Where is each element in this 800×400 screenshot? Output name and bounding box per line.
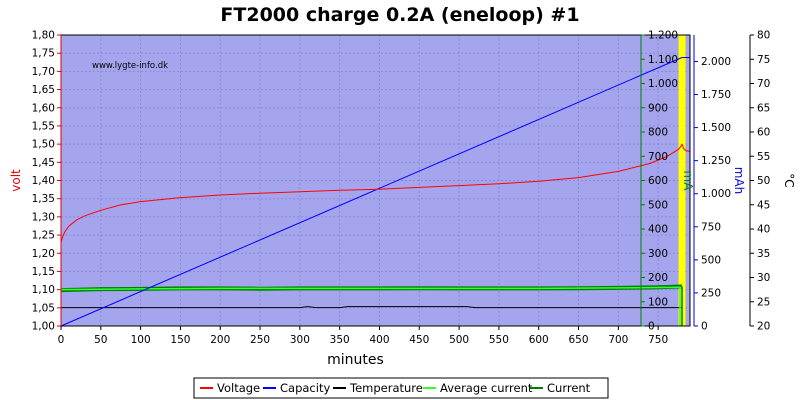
x-tick-label: 700: [608, 334, 628, 346]
x-axis-label: minutes: [327, 352, 384, 368]
x-tick-label: 450: [409, 334, 429, 346]
capacity-tick-label: 250: [701, 287, 721, 299]
x-tick-label: 550: [489, 334, 509, 346]
volt-tick-label: 1,45: [32, 157, 55, 169]
volt-tick-label: 1,00: [32, 321, 55, 333]
capacity-tick-label: 1.000: [701, 188, 731, 200]
capacity-tick-label: 0: [701, 321, 708, 333]
volt-axis-label: volt: [9, 169, 23, 192]
legend-label-capacity: Capacity: [280, 381, 330, 395]
current-tick-label: 1.100: [648, 54, 678, 66]
current-tick-label: 900: [648, 102, 668, 114]
legend-label-temperature: Temperature: [349, 381, 423, 395]
current-axis-label: mA: [681, 171, 695, 192]
legend-label-average-current: Average current: [440, 381, 533, 395]
legend-box: [193, 377, 609, 399]
x-tick-label: 600: [529, 334, 549, 346]
volt-tick-label: 1,55: [32, 120, 55, 132]
capacity-tick-label: 500: [701, 254, 721, 266]
volt-tick-label: 1,70: [32, 66, 55, 78]
current-tick-label: 800: [648, 127, 668, 139]
temperature-tick-label: 80: [757, 30, 770, 42]
temperature-tick-label: 40: [757, 224, 770, 236]
capacity-tick-label: 2.000: [701, 56, 731, 68]
temperature-axis-label: °C: [782, 173, 796, 187]
series-layer: [60, 35, 691, 327]
temperature-tick-label: 45: [757, 199, 770, 211]
x-tick-label: 200: [210, 334, 230, 346]
series-average-current: [60, 286, 683, 291]
x-tick-label: 150: [170, 334, 190, 346]
volt-tick-label: 1,40: [32, 175, 55, 187]
volt-tick-label: 1,15: [32, 266, 55, 278]
current-tick-label: 500: [648, 199, 668, 211]
temperature-tick-label: 50: [757, 175, 770, 187]
volt-tick-label: 1,30: [32, 211, 55, 223]
current-tick-label: 200: [648, 272, 668, 284]
plot-area: [61, 35, 690, 326]
volt-tick-label: 1,05: [32, 302, 55, 314]
volt-tick-label: 1,60: [32, 102, 55, 114]
temperature-tick-label: 20: [757, 321, 770, 333]
end-marker: [678, 35, 686, 326]
current-tick-label: 100: [648, 296, 668, 308]
x-tick-label: 500: [449, 334, 469, 346]
x-tick-label: 300: [290, 334, 310, 346]
capacity-tick-label: 1.750: [701, 89, 731, 101]
x-tick-label: 650: [569, 334, 589, 346]
gridlines: [61, 35, 690, 326]
temperature-tick-label: 70: [757, 78, 770, 90]
legend: Voltage Capacity Temperature Average curren…: [193, 377, 609, 399]
series-capacity: [60, 57, 690, 327]
volt-tick-label: 1,65: [32, 84, 55, 96]
current-tick-label: 1.200: [648, 30, 678, 42]
x-tick-label: 400: [369, 334, 389, 346]
series-temperature: [61, 306, 682, 309]
volt-tick-label: 1,50: [32, 139, 55, 151]
capacity-tick-label: 1.500: [701, 122, 731, 134]
x-tick-label: 50: [94, 334, 107, 346]
temperature-tick-label: 65: [757, 102, 770, 114]
temperature-tick-label: 75: [757, 54, 770, 66]
temperature-tick-label: 35: [757, 248, 770, 260]
current-tick-label: 700: [648, 151, 668, 163]
volt-tick-label: 1,25: [32, 230, 55, 242]
current-tick-label: 300: [648, 248, 668, 260]
temperature-tick-label: 25: [757, 296, 770, 308]
volt-tick-label: 1,75: [32, 48, 55, 60]
x-tick-label: 0: [58, 334, 65, 346]
capacity-tick-label: 1.250: [701, 155, 731, 167]
capacity-tick-label: 750: [701, 221, 721, 233]
legend-label-voltage: Voltage: [217, 381, 260, 395]
current-tick-label: 1.000: [648, 78, 678, 90]
volt-tick-label: 1,10: [32, 284, 55, 296]
temperature-tick-label: 30: [757, 272, 770, 284]
volt-tick-label: 1,80: [32, 30, 55, 42]
current-tick-label: 400: [648, 224, 668, 236]
x-tick-label: 750: [648, 334, 668, 346]
axes-layer: 1,00 1,05 1,10 1,15 1,20 1,25 1,30 1,35 1,40 1,45…: [9, 30, 796, 369]
current-tick-label: 0: [648, 321, 655, 333]
watermark: www.lygte-info.dk: [92, 61, 168, 71]
legend-label-current: Current: [547, 381, 591, 395]
current-tick-label: 600: [648, 175, 668, 187]
chart-title: FT2000 charge 0.2A (eneloop) #1: [220, 4, 579, 26]
x-tick-label: 100: [131, 334, 151, 346]
volt-tick-label: 1,20: [32, 248, 55, 260]
x-tick-label: 250: [250, 334, 270, 346]
temperature-tick-label: 60: [757, 127, 770, 139]
temperature-tick-label: 55: [757, 151, 770, 163]
x-tick-label: 350: [330, 334, 350, 346]
series-voltage: [60, 143, 691, 243]
volt-tick-label: 1,35: [32, 193, 55, 205]
capacity-axis-label: mAh: [732, 167, 746, 195]
